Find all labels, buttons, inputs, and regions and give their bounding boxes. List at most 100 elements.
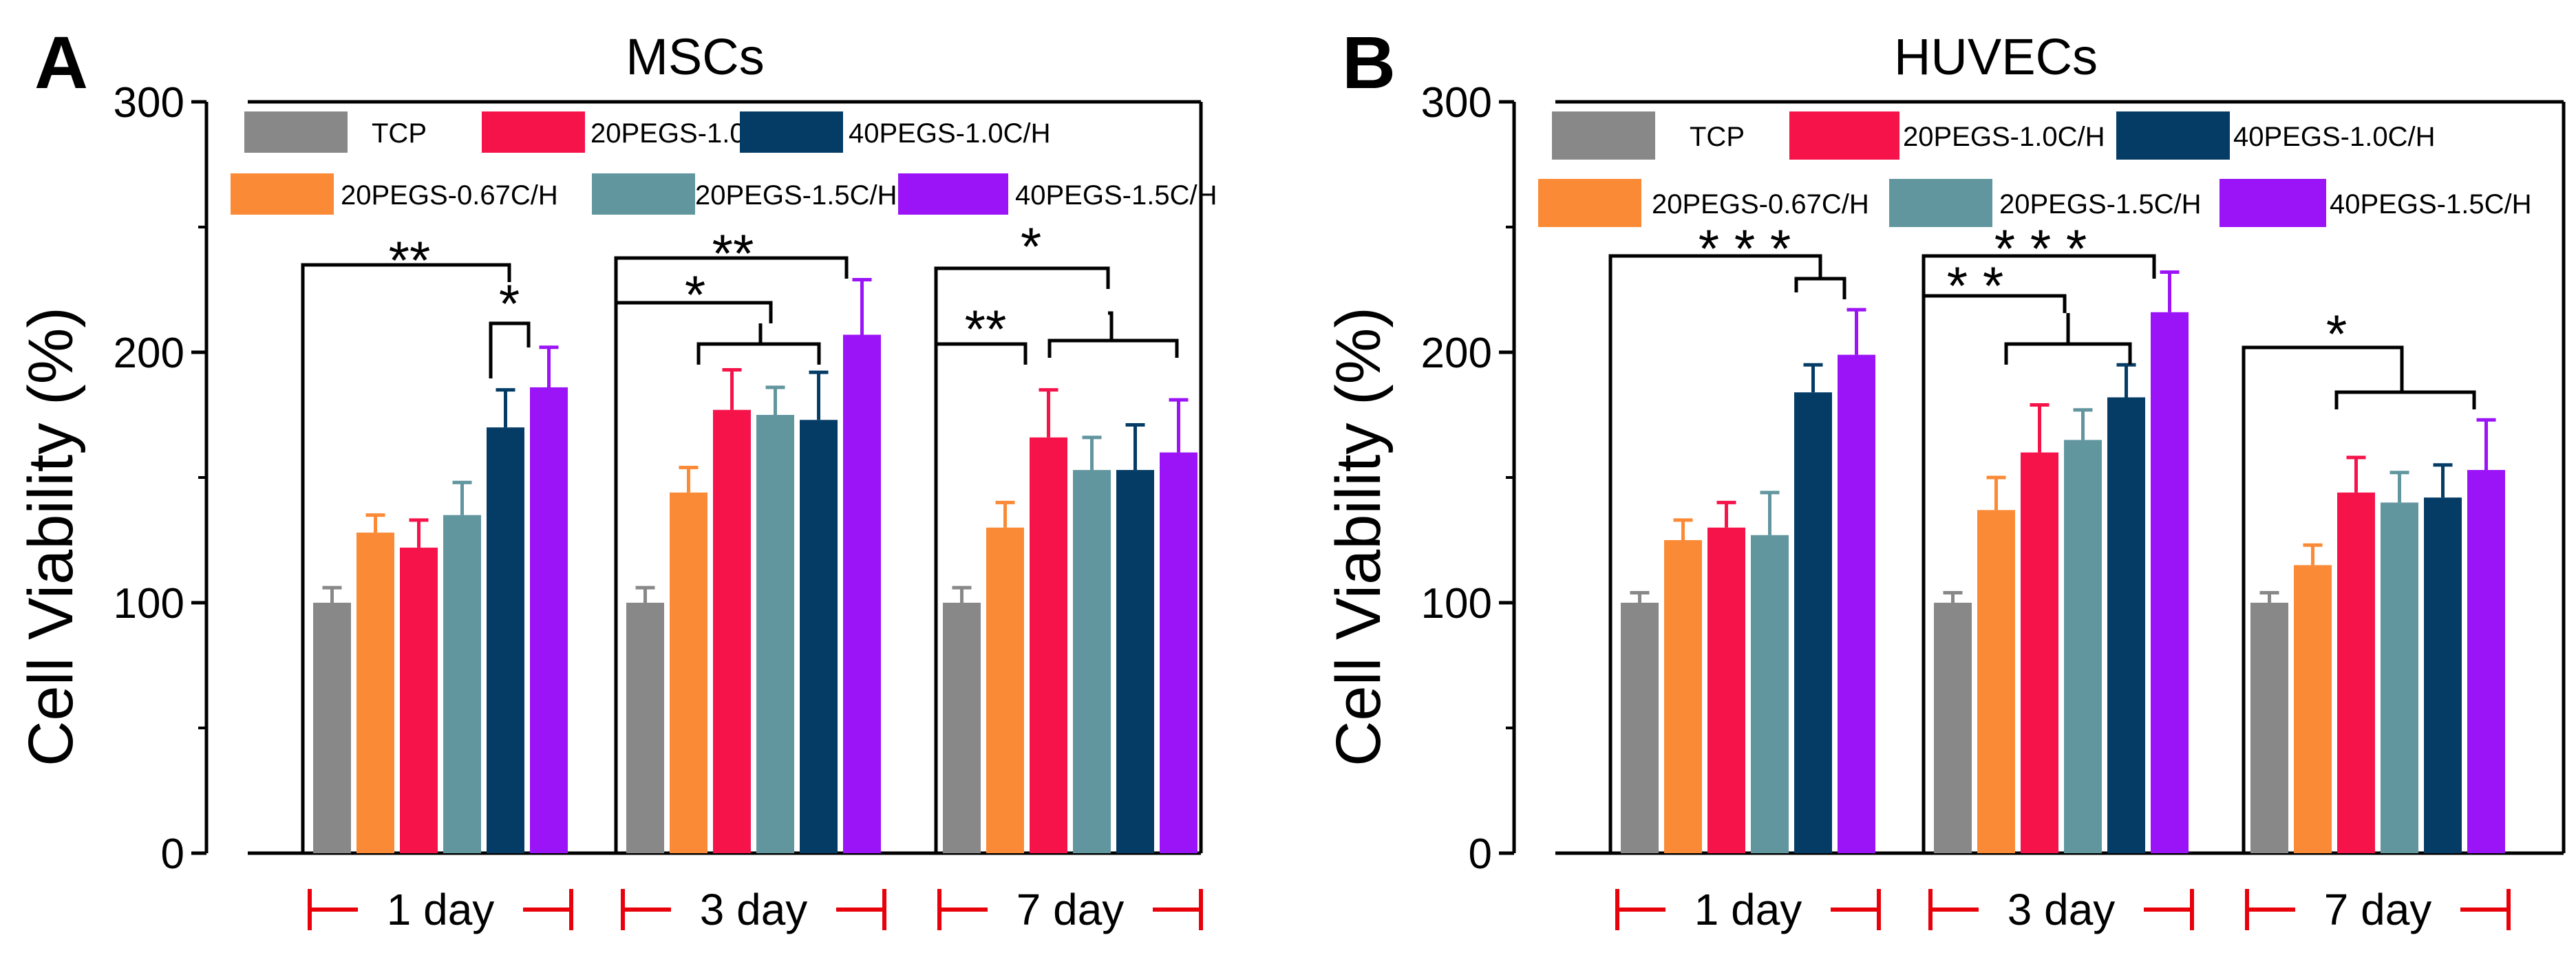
legend-label: 40PEGS-1.5C/H — [1015, 180, 1217, 211]
legend-item-20pegs-0-67: 20PEGS-0.67C/H — [1538, 179, 1869, 227]
significance-bracket — [1922, 254, 2156, 853]
bar — [1977, 510, 2015, 853]
panel-label: A — [34, 21, 88, 104]
bar — [487, 427, 524, 853]
bar — [1664, 540, 1702, 853]
y-tick-label: 300 — [114, 79, 184, 127]
legend: TCP 20PEGS-1.0C/H 40PEGS-1.0C/H 20PEGS-0… — [1538, 111, 2531, 227]
legend-item-40pegs-1-5: 40PEGS-1.5C/H — [2220, 179, 2531, 227]
bar — [356, 533, 394, 853]
bar — [2250, 603, 2288, 853]
y-tick-label: 100 — [114, 580, 184, 627]
chart-title: MSCs — [626, 28, 764, 85]
bar — [2021, 452, 2058, 853]
y-axis-label: Cell Viability (%) — [16, 307, 86, 766]
legend-swatch — [2220, 179, 2326, 227]
legend-item-20pegs-1-5: 20PEGS-1.5C/H — [592, 173, 897, 215]
bar — [843, 334, 881, 853]
bar — [800, 420, 838, 853]
legend-item-tcp: TCP — [244, 111, 427, 153]
bar — [1707, 527, 1745, 853]
bar — [2064, 440, 2102, 853]
legend-swatch — [740, 111, 843, 153]
legend-label: TCP — [1690, 122, 1745, 152]
significance-bracket — [934, 266, 1110, 853]
legend-label: 20PEGS-1.5C/H — [1999, 189, 2201, 219]
bar — [1621, 603, 1659, 853]
y-tick-label: 200 — [1421, 330, 1492, 377]
significance-annotations — [1608, 254, 2476, 853]
legend-item-40pegs-1-0: 40PEGS-1.0C/H — [740, 111, 1050, 153]
bar — [1751, 535, 1789, 853]
bar — [2107, 397, 2145, 853]
legend-label: 20PEGS-0.67C/H — [1652, 189, 1869, 219]
legend-swatch — [2116, 111, 2230, 160]
bar — [670, 492, 707, 853]
legend-item-40pegs-1-0: 40PEGS-1.0C/H — [2116, 111, 2435, 160]
bar — [2424, 497, 2462, 853]
bar — [1838, 354, 1875, 853]
legend-swatch — [231, 173, 334, 215]
bar — [756, 415, 794, 853]
y-tick-label: 200 — [114, 330, 184, 377]
significance-bracket — [1108, 311, 1114, 341]
bar — [626, 603, 664, 853]
significance-label: * — [499, 273, 520, 334]
bar — [713, 409, 751, 853]
significance-label: ** — [965, 299, 1007, 359]
y-tick-label: 0 — [1469, 830, 1492, 878]
plot-area: 0 100 200 300 1 day 3 day 7 day — [114, 79, 1203, 934]
category-label: 1 day — [1694, 885, 1802, 934]
legend: TCP 20PEGS-1.0C/H 40PEGS-1.0C/H 20PEGS-0… — [231, 111, 1217, 215]
panel-a: A MSCs Cell Viability (%) TCP 20PEGS-1.0… — [16, 21, 1217, 934]
significance-bracket — [1047, 339, 1179, 358]
bar — [2381, 502, 2418, 853]
legend-swatch — [244, 111, 348, 153]
legend-swatch — [482, 111, 585, 153]
chart-title: HUVECs — [1894, 28, 2098, 85]
bar — [2337, 492, 2375, 853]
bar — [313, 603, 351, 853]
legend-label: TCP — [372, 118, 427, 149]
legend-item-tcp: TCP — [1552, 111, 1745, 160]
panel-label: B — [1342, 21, 1396, 104]
y-tick-label: 100 — [1421, 580, 1492, 627]
significance-label: ** — [712, 223, 754, 283]
significance-bracket — [2334, 390, 2476, 409]
category-label: 3 day — [2008, 885, 2116, 934]
significance-bracket — [616, 301, 773, 323]
significance-bracket — [301, 263, 511, 853]
category-label: 7 day — [2324, 885, 2432, 934]
significance-label: * — [685, 264, 705, 325]
significance-label: ** — [389, 230, 431, 290]
significance-bracket — [1794, 277, 1846, 299]
significance-bracket — [696, 342, 821, 365]
bar — [943, 603, 981, 853]
significance-label: * * * — [1699, 218, 1791, 279]
legend-item-40pegs-1-5: 40PEGS-1.5C/H — [898, 173, 1217, 215]
bar — [443, 515, 481, 853]
panel-b: B HUVECs Cell Viability (%) TCP 20PEGS-1… — [1323, 21, 2566, 934]
legend-label: 20PEGS-1.0C/H — [1903, 122, 2105, 152]
significance-label: * — [2326, 303, 2347, 364]
significance-bracket — [614, 256, 849, 853]
bar — [1030, 437, 1067, 853]
legend-label: 40PEGS-1.0C/H — [2233, 122, 2435, 152]
significance-label: * * — [1947, 255, 2003, 316]
significance-bracket — [936, 342, 1028, 365]
category-label: 1 day — [387, 885, 495, 934]
y-tick-label: 300 — [1421, 79, 1492, 127]
legend-item-20pegs-1-5: 20PEGS-1.5C/H — [1889, 179, 2201, 227]
significance-label: * * * — [1994, 218, 2087, 279]
bar — [2151, 312, 2189, 853]
significance-bracket — [489, 321, 531, 378]
legend-label: 20PEGS-0.67C/H — [341, 180, 558, 211]
legend-swatch — [1889, 179, 1992, 227]
legend-swatch — [592, 173, 695, 215]
significance-annotations — [301, 256, 1179, 853]
significance-bracket — [2242, 345, 2404, 853]
legend-label: 40PEGS-1.5C/H — [2330, 189, 2531, 219]
bar — [530, 387, 568, 853]
bar — [1160, 452, 1197, 853]
